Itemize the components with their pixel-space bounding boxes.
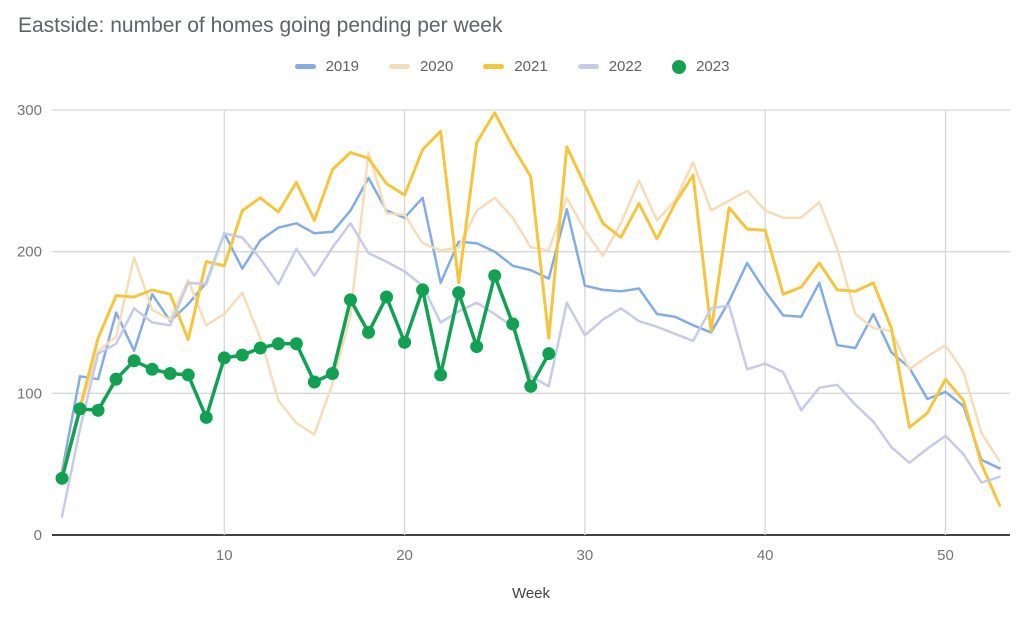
series-point-2023-week-19 (380, 290, 394, 304)
legend-swatch-2019 (294, 64, 316, 69)
chart-title: Eastside: number of homes going pending … (18, 14, 503, 37)
y-tick-label-0: 0 (34, 527, 42, 544)
series-line-2019 (60, 176, 1001, 473)
legend-item-2023: 2023 (672, 58, 729, 75)
series-point-2023-week-1 (55, 471, 69, 485)
series-line-2021 (60, 111, 1002, 507)
series-point-2023-week-4 (109, 372, 123, 386)
legend-item-2020: 2020 (388, 58, 454, 75)
legend-item-2022: 2022 (577, 58, 643, 75)
legend-label-2020: 2020 (419, 58, 454, 75)
series-point-2023-week-26 (506, 317, 520, 331)
legend-swatch-2020 (388, 64, 410, 69)
x-tick-label-40: 40 (757, 547, 774, 564)
series-line-2020 (60, 151, 1001, 480)
legend-label-2023: 2023 (696, 58, 730, 75)
legend-label-2019: 2019 (325, 58, 359, 75)
series-line-2022 (60, 222, 1001, 518)
x-tick-label-30: 30 (577, 547, 594, 564)
series-point-2023-week-8 (181, 368, 195, 382)
x-tick-label-10: 10 (216, 547, 233, 564)
series-point-2023-week-2 (73, 402, 87, 416)
series-point-2023-week-3 (91, 403, 105, 417)
series-point-2023-week-18 (362, 325, 376, 339)
x-axis-title: Week (512, 585, 551, 602)
series-point-2023-week-14 (289, 337, 303, 351)
series-point-2023-week-23 (452, 286, 466, 300)
series-point-2023-week-20 (398, 335, 412, 349)
y-tick-label-300: 300 (17, 102, 42, 119)
chart-legend: 2019 2020 2021 2022 2023 (0, 58, 1024, 75)
series-point-2023-week-17 (343, 293, 357, 307)
x-tick-label-50: 50 (937, 547, 954, 564)
series-point-2023-week-9 (199, 410, 213, 424)
x-tick-label-20: 20 (396, 547, 413, 564)
series-point-2023-week-11 (235, 348, 249, 362)
series-point-2023-week-13 (271, 337, 285, 351)
series-point-2023-week-28 (542, 347, 556, 361)
series-point-2023-week-24 (470, 340, 484, 354)
legend-swatch-2021 (483, 64, 505, 69)
series-point-2023-week-27 (524, 379, 538, 393)
series-line-2023 (60, 274, 551, 481)
legend-swatch-2023 (672, 59, 687, 74)
series-point-2023-week-12 (253, 341, 267, 355)
y-tick-label-200: 200 (17, 244, 42, 261)
series-point-2023-week-7 (163, 367, 177, 380)
series-point-2023-week-6 (145, 362, 159, 376)
series-point-2023-week-15 (307, 375, 321, 389)
series-point-2023-week-22 (434, 368, 448, 382)
series-point-2023-week-16 (325, 367, 339, 380)
series-point-2023-week-5 (127, 354, 141, 368)
legend-swatch-2022 (577, 64, 599, 69)
legend-item-2019: 2019 (294, 58, 359, 75)
legend-item-2021: 2021 (483, 58, 548, 75)
legend-label-2022: 2022 (608, 58, 643, 75)
series-point-2023-week-10 (217, 351, 231, 365)
y-tick-label-100: 100 (17, 385, 42, 402)
series-point-2023-week-21 (416, 283, 430, 297)
series-point-2023-week-25 (488, 269, 502, 283)
legend-label-2021: 2021 (514, 58, 548, 75)
